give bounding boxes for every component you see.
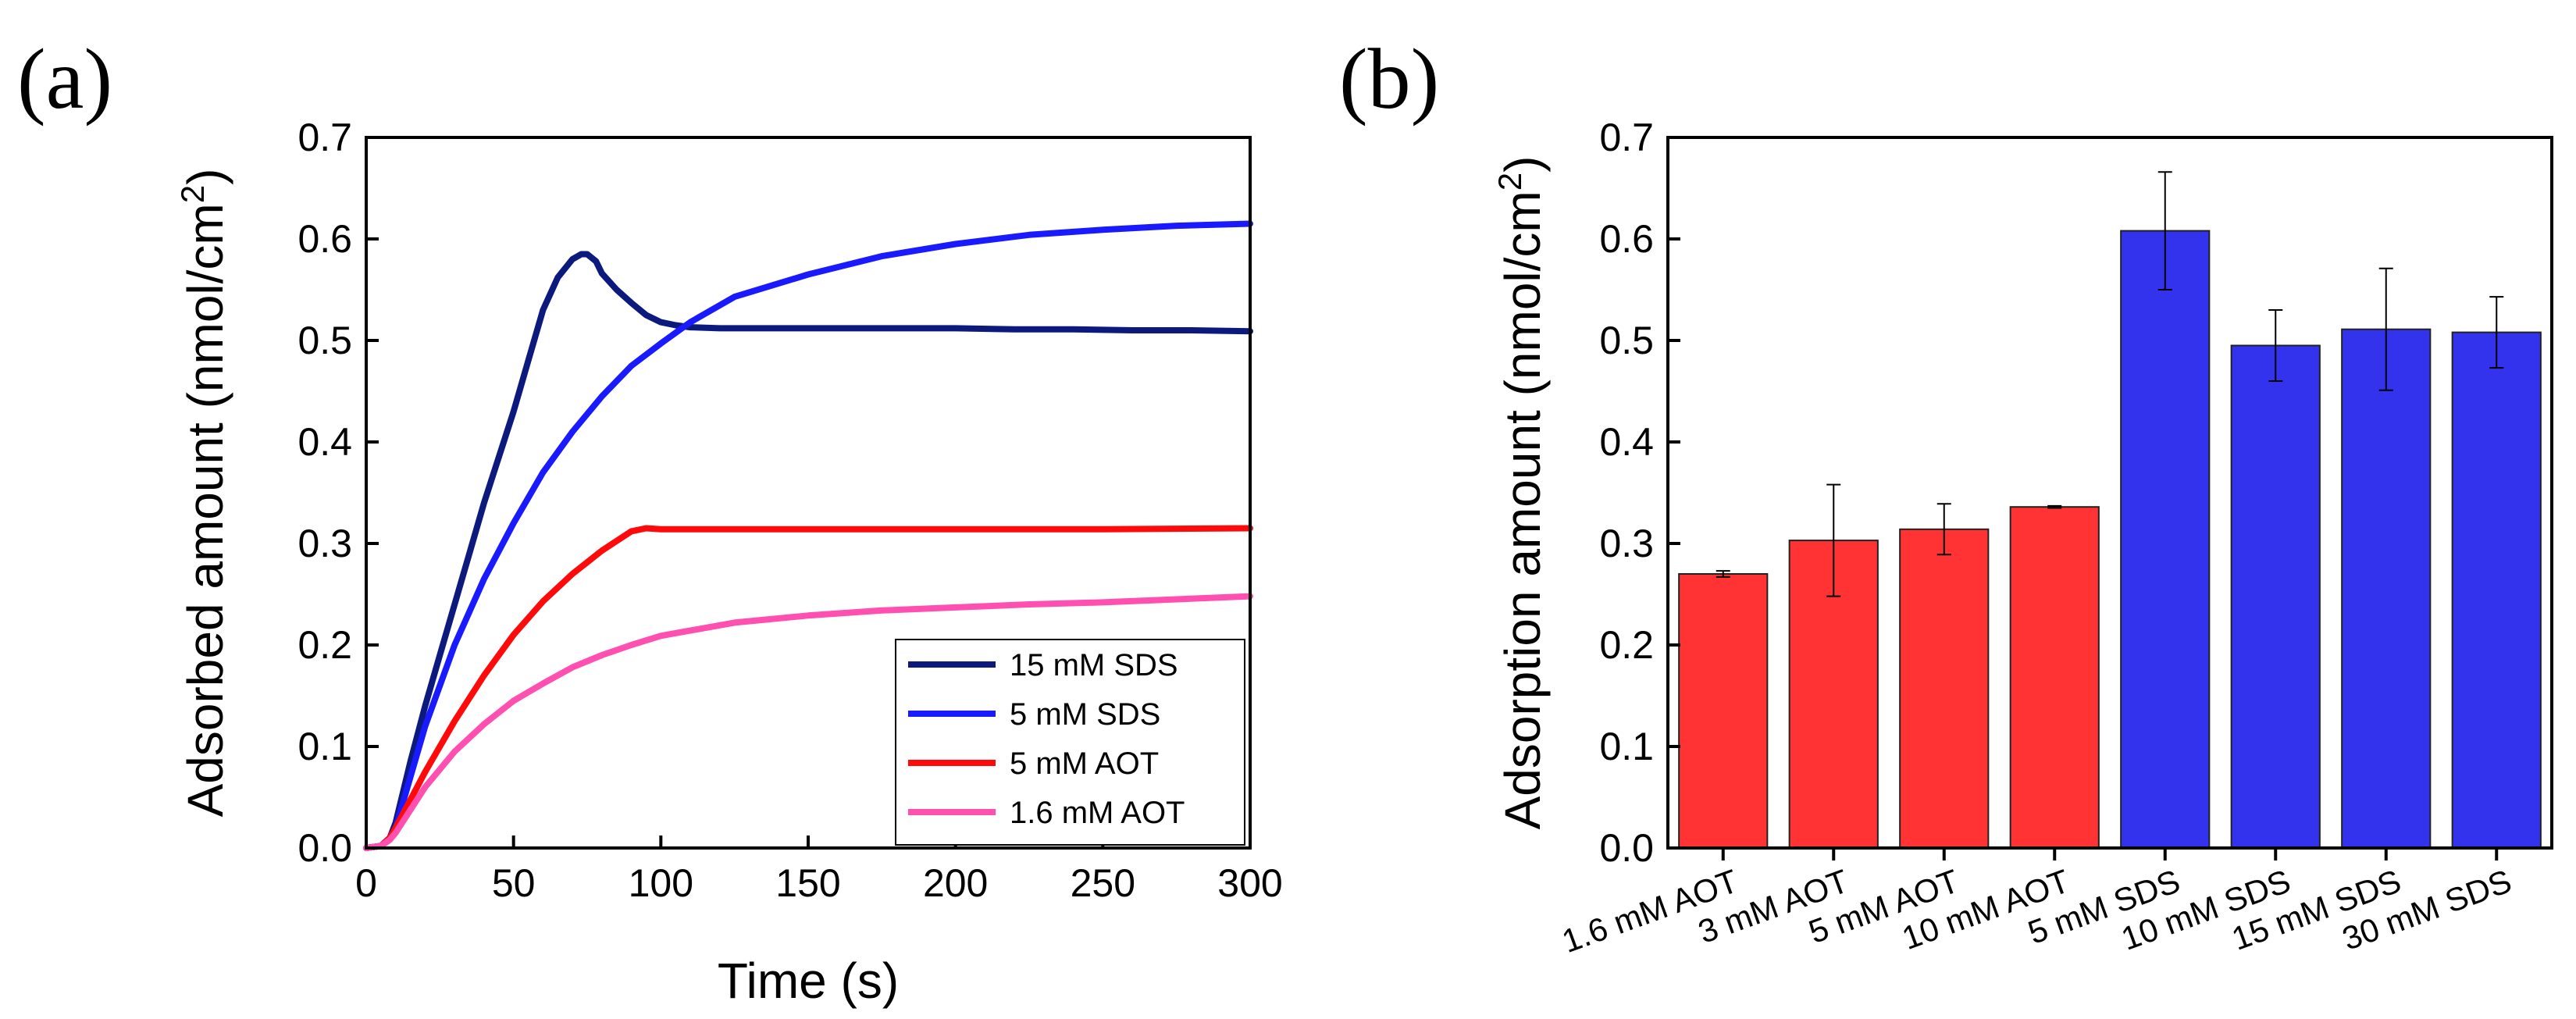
error-bar-30-mm-sds — [2489, 296, 2504, 369]
legend-label: 5 mM AOT — [1010, 746, 1159, 781]
x-axis-a: 0 50 100 150 200 250 300 — [355, 836, 1283, 905]
bar-10-mm-sds — [2230, 344, 2321, 849]
legend-item-1-6-mm-aot: 1.6 mM AOT — [908, 796, 1185, 830]
series-line-15-mm-sds — [363, 251, 1253, 851]
legend-item-15-mm-sds: 15 mM SDS — [908, 648, 1178, 682]
y-tick-label: 0.3 — [1599, 522, 1654, 565]
bar-10-mm-aot — [2009, 506, 2100, 849]
error-bar-15-mm-sds — [2378, 267, 2393, 391]
y-tick-label: 0.6 — [298, 217, 352, 261]
series-line-1-6-mm-aot — [363, 593, 1253, 851]
y-tick-label: 0.0 — [1599, 826, 1654, 870]
series-line-5-mm-sds — [363, 220, 1253, 851]
error-bar-10-mm-sds — [2268, 309, 2283, 382]
x-tick-label: 300 — [1217, 861, 1282, 905]
y-tick-label: 0.5 — [1599, 319, 1654, 362]
y-axis-title-a: Adsorbed amount (nmol/cm2) — [174, 169, 233, 818]
y-tick-label: 0.7 — [298, 116, 352, 159]
y-axis-b: 0.0 0.1 0.2 0.3 0.4 0.5 0.6 0.7 — [1599, 116, 1680, 870]
y-tick-label: 0.4 — [298, 420, 352, 464]
legend-label: 15 mM SDS — [1010, 648, 1178, 682]
plot-area-b — [1678, 171, 2542, 850]
y-tick-label: 0.1 — [1599, 725, 1654, 768]
legend-item-5-mm-sds: 5 mM SDS — [908, 697, 1160, 732]
y-tick-label: 0.7 — [1599, 116, 1654, 159]
y-tick-label: 0.4 — [1599, 420, 1654, 464]
panel-a-label: (a) — [17, 31, 112, 126]
y-tick-label: 0.0 — [298, 826, 352, 870]
error-bar-1-6-mm-aot — [1716, 570, 1730, 578]
line-chart-adsorbed-amount: 0 50 100 150 200 250 300 0.0 0.1 0.2 0.3 0.4 0.5 0.6… — [174, 116, 1283, 1009]
y-tick-label: 0.6 — [1599, 217, 1654, 261]
bar-15-mm-sds — [2341, 328, 2432, 849]
x-tick-label: 150 — [775, 861, 840, 905]
bar-5-mm-aot — [1899, 528, 1990, 849]
legend-label: 1.6 mM AOT — [1010, 796, 1185, 830]
error-bar-10-mm-aot — [2047, 504, 2062, 509]
y-tick-label: 0.2 — [298, 623, 352, 667]
x-axis-title-a: Time (s) — [718, 953, 899, 1009]
legend-item-5-mm-aot: 5 mM AOT — [908, 746, 1159, 781]
x-tick-label: 250 — [1071, 861, 1135, 905]
bar-1-6-mm-aot — [1678, 573, 1769, 849]
error-bar-3-mm-aot — [1826, 483, 1841, 597]
x-tick-label: 100 — [629, 861, 693, 905]
plot-frame-b — [1666, 136, 2553, 850]
x-tick-label: 200 — [923, 861, 988, 905]
y-tick-label: 0.1 — [298, 725, 352, 768]
legend: 15 mM SDS 5 mM SDS 5 mM AOT 1.6 mM AOT — [895, 639, 1245, 846]
y-tick-label: 0.5 — [298, 319, 352, 362]
y-axis-title-b: Adsorption amount (nmol/cm2) — [1491, 156, 1551, 830]
y-tick-label: 0.2 — [1599, 623, 1654, 667]
x-tick-label: 50 — [492, 861, 536, 905]
y-axis-a: 0.0 0.1 0.2 0.3 0.4 0.5 0.6 0.7 — [298, 116, 379, 870]
x-tick-label: 0 — [355, 861, 377, 905]
bar-30-mm-sds — [2451, 331, 2542, 850]
plot-area-a — [363, 220, 1253, 851]
legend-label: 5 mM SDS — [1010, 697, 1160, 732]
panel-b-label: (b) — [1339, 31, 1439, 126]
bar-5-mm-sds — [2120, 230, 2211, 850]
error-bar-5-mm-sds — [2157, 171, 2172, 290]
y-tick-label: 0.3 — [298, 522, 352, 565]
error-bar-5-mm-aot — [1936, 503, 1951, 556]
